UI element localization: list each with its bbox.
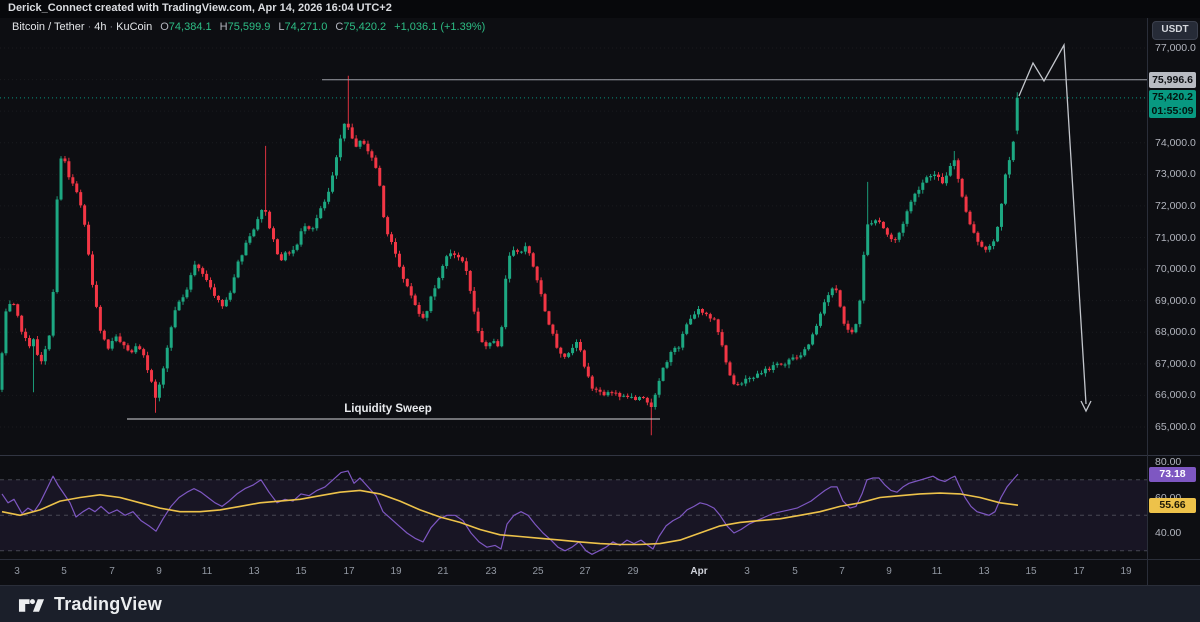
- time-axis-label: 5: [792, 566, 798, 577]
- price-axis-label: 74,000.0: [1155, 136, 1196, 149]
- watermark-text: Derick_Connect created with TradingView.…: [8, 2, 392, 14]
- liquidity-sweep-label: Liquidity Sweep: [344, 403, 432, 415]
- time-axis-label: 21: [437, 566, 449, 577]
- tradingview-logo[interactable]: TradingView: [18, 592, 162, 618]
- time-axis-label: 3: [744, 566, 750, 577]
- tradingview-logo-text: TradingView: [54, 594, 162, 614]
- legend-separator: ·: [109, 21, 114, 33]
- legend-symbol: Bitcoin / Tether: [12, 21, 85, 33]
- time-axis-label: 7: [109, 566, 115, 577]
- legend-ohlc-key: O: [160, 21, 169, 33]
- time-axis[interactable]: 3 5 7 9 11 13 15 17 19 21 23 25 27 29 Apr 3 5 7 9 11 13 15 17 1…: [0, 560, 1147, 585]
- candle-countdown: 01:55:09: [1151, 104, 1194, 117]
- time-axis-label: 29: [627, 566, 639, 577]
- price-axis[interactable]: USDT 75,996.6 75,420.2 01:55:09 73.18 55…: [1147, 0, 1200, 585]
- legend-ohlc-key: C: [335, 21, 344, 33]
- legend-ohlc-value: 75,599.9: [227, 21, 271, 33]
- legend-interval: 4h: [94, 21, 107, 33]
- symbol-legend[interactable]: Bitcoin / Tether · 4h · KuCoin O74,384.1 H75,5…: [12, 21, 485, 33]
- last-price-value: 75,420.2: [1152, 90, 1193, 103]
- watermark-bar: Derick_Connect created with TradingView.…: [0, 0, 1200, 18]
- legend-exchange: KuCoin: [116, 21, 153, 33]
- price-axis-label: 69,000.0: [1155, 294, 1196, 307]
- rsi-axis-label: 40.00: [1155, 527, 1182, 539]
- legend-change: +1,036.1 (+1.39%): [394, 21, 486, 33]
- time-axis-label: 23: [485, 566, 497, 577]
- time-axis-label: 9: [886, 566, 892, 577]
- legend-separator: ·: [87, 21, 92, 33]
- time-axis-label: 9: [156, 566, 162, 577]
- time-axis-label: 13: [978, 566, 990, 577]
- legend-ohlc-value: 74,271.0: [284, 21, 328, 33]
- time-axis-label: 19: [1120, 566, 1132, 577]
- price-axis-border: [1147, 0, 1148, 585]
- price-axis-label: 77,000.0: [1155, 42, 1196, 54]
- ray-price-tag: 75,996.6: [1149, 71, 1196, 88]
- time-axis-border: [0, 559, 1200, 560]
- time-axis-label: 5: [61, 566, 67, 577]
- pane-divider[interactable]: [0, 455, 1200, 456]
- price-axis-label: 70,000.0: [1155, 263, 1196, 276]
- chart-canvas[interactable]: Liquidity Sweep: [0, 0, 1147, 585]
- time-axis-label: 7: [839, 566, 845, 577]
- time-axis-label: 15: [295, 566, 307, 577]
- price-axis-label: 66,000.0: [1155, 389, 1196, 402]
- time-axis-label: 17: [1073, 566, 1085, 577]
- time-axis-label: 11: [201, 566, 213, 577]
- price-axis-label: 72,000.0: [1155, 199, 1196, 212]
- last-price-tag: 75,420.2 01:55:09: [1149, 89, 1196, 118]
- time-axis-label: 19: [390, 566, 402, 577]
- legend-ohlc-value: 74,384.1: [168, 21, 212, 33]
- time-axis-label: 15: [1025, 566, 1037, 577]
- currency-unit-button[interactable]: USDT: [1152, 21, 1198, 40]
- price-axis-label: 71,000.0: [1155, 231, 1196, 244]
- rsi-axis-label: 80.00: [1155, 456, 1182, 468]
- time-axis-label: 3: [14, 566, 20, 577]
- price-axis-label: 67,000.0: [1155, 357, 1196, 370]
- tradingview-logo-icon: [18, 598, 45, 612]
- time-axis-label: 13: [248, 566, 260, 577]
- price-axis-label: 73,000.0: [1155, 168, 1196, 181]
- price-axis-label: 65,000.0: [1155, 421, 1196, 433]
- legend-ohlc-key: H: [219, 21, 228, 33]
- legend-ohlc-key: L: [278, 21, 285, 33]
- price-axis-label: 68,000.0: [1155, 326, 1196, 339]
- rsi-value-tag: 73.18: [1149, 466, 1196, 482]
- time-axis-label: 27: [579, 566, 591, 577]
- time-axis-label: 17: [343, 566, 355, 577]
- time-axis-label: Apr: [690, 566, 708, 577]
- time-axis-label: 25: [532, 566, 544, 577]
- rsi-ma-value-tag: 55.66: [1149, 497, 1196, 513]
- bottom-brand-bar: TradingView: [0, 585, 1200, 622]
- time-axis-label: 11: [931, 566, 943, 577]
- legend-ohlc-value: 75,420.2: [343, 21, 387, 33]
